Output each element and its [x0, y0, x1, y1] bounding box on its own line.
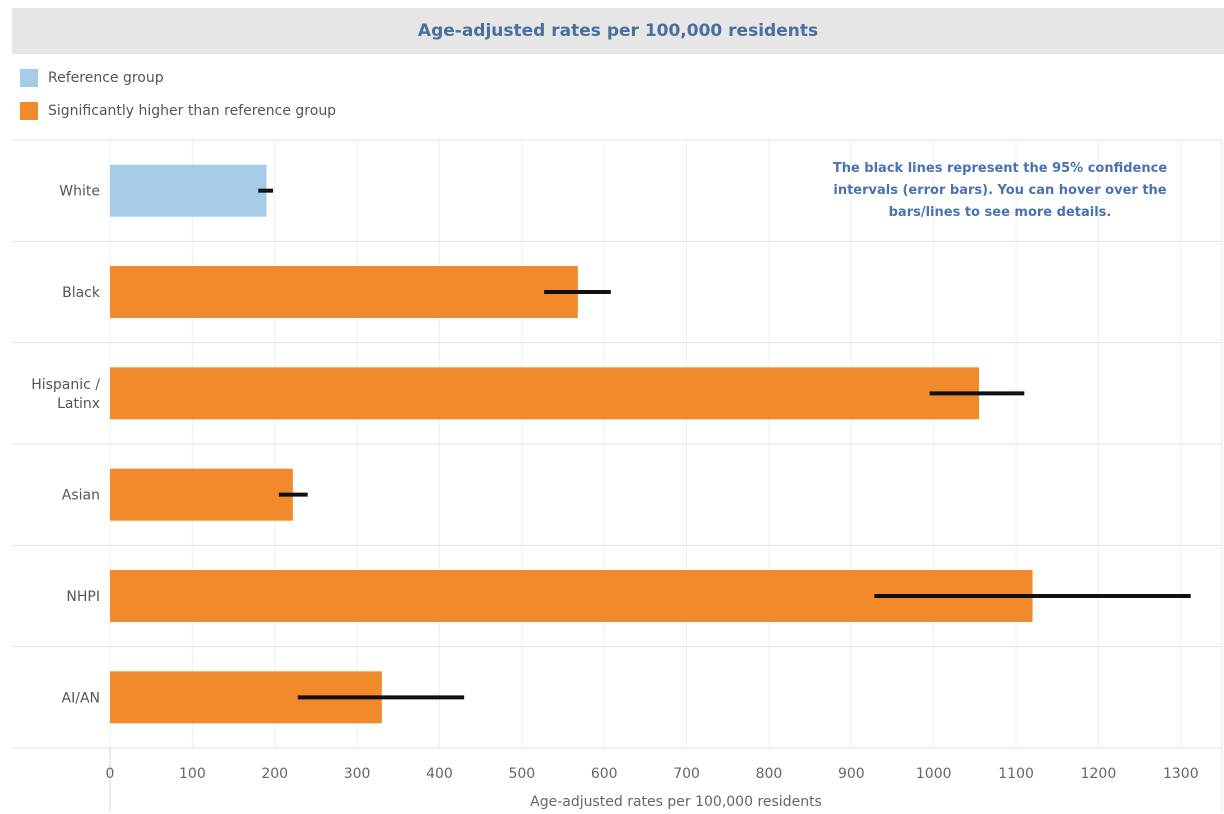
x-axis-title: Age-adjusted rates per 100,000 residents — [530, 794, 822, 810]
chart-title: Age-adjusted rates per 100,000 residents — [417, 21, 819, 41]
category-label: Latinx — [57, 396, 100, 412]
bar-white[interactable] — [110, 164, 267, 217]
bar-hispanic-latinx[interactable] — [110, 367, 980, 420]
legend-swatch-reference — [20, 69, 38, 87]
x-tick-label: 300 — [344, 766, 371, 782]
x-tick-label: 1300 — [1163, 766, 1199, 782]
error-bar-annotation: The black lines represent the 95% confid… — [832, 161, 1168, 220]
category-label: Asian — [62, 488, 100, 504]
legend-item-higher[interactable]: Significantly higher than reference grou… — [20, 101, 336, 121]
bar-asian[interactable] — [110, 468, 293, 521]
x-tick-label: 900 — [838, 766, 865, 782]
category-label: Black — [62, 285, 101, 301]
category-label: NHPI — [66, 589, 100, 605]
x-tick-label: 400 — [426, 766, 453, 782]
category-label: White — [59, 184, 100, 200]
x-tick-label: 100 — [179, 766, 206, 782]
x-tick-label: 700 — [673, 766, 700, 782]
x-tick-label: 0 — [106, 766, 115, 782]
category-label: Hispanic / — [31, 377, 100, 393]
x-tick-label: 800 — [756, 766, 783, 782]
x-tick-label: 1200 — [1081, 766, 1117, 782]
x-tick-label: 1000 — [916, 766, 952, 782]
legend-swatch-higher — [20, 102, 38, 120]
bar-black[interactable] — [110, 266, 578, 318]
x-tick-label: 500 — [508, 766, 535, 782]
legend-item-reference[interactable]: Reference group — [20, 68, 164, 88]
x-tick-label: 1100 — [998, 766, 1034, 782]
category-label: AI/AN — [62, 690, 100, 706]
x-tick-label: 200 — [261, 766, 288, 782]
x-tick-label: 600 — [591, 766, 618, 782]
chart-title-bar: Age-adjusted rates per 100,000 residents — [12, 8, 1224, 54]
legend-label-higher: Significantly higher than reference grou… — [48, 103, 337, 119]
legend-label-reference: Reference group — [48, 70, 164, 86]
